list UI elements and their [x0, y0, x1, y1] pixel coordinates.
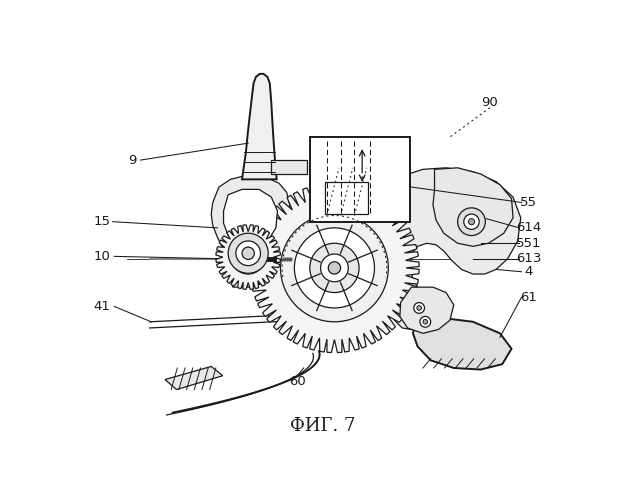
Polygon shape [433, 168, 513, 246]
Polygon shape [216, 225, 280, 290]
Circle shape [423, 320, 428, 324]
Text: 90: 90 [481, 96, 498, 109]
Circle shape [238, 246, 259, 268]
Text: 614: 614 [516, 222, 541, 234]
Circle shape [464, 214, 479, 230]
Polygon shape [400, 287, 454, 334]
Polygon shape [413, 318, 512, 370]
Circle shape [242, 247, 255, 260]
Polygon shape [272, 160, 307, 174]
Circle shape [231, 240, 265, 274]
Polygon shape [224, 190, 277, 246]
Circle shape [457, 208, 485, 236]
Circle shape [236, 241, 261, 266]
Polygon shape [211, 176, 290, 287]
Bar [325, 182, 367, 214]
Circle shape [414, 302, 425, 314]
Text: ФИГ. 7: ФИГ. 7 [290, 417, 355, 434]
Circle shape [468, 218, 474, 225]
Circle shape [243, 252, 253, 262]
Text: 61: 61 [520, 290, 537, 304]
Circle shape [328, 262, 341, 274]
Polygon shape [392, 168, 521, 330]
Circle shape [280, 214, 388, 322]
Text: 55: 55 [520, 196, 537, 209]
Text: 10: 10 [93, 250, 110, 263]
Circle shape [310, 244, 359, 292]
Text: 4: 4 [524, 265, 532, 278]
Polygon shape [165, 366, 223, 390]
Text: 551: 551 [516, 237, 541, 250]
Bar [310, 137, 410, 222]
Circle shape [321, 254, 348, 282]
Circle shape [420, 316, 431, 327]
Circle shape [228, 233, 268, 274]
Polygon shape [242, 74, 277, 180]
Text: 15: 15 [93, 215, 110, 228]
Text: 9: 9 [129, 154, 137, 166]
Circle shape [417, 306, 421, 310]
Polygon shape [249, 184, 419, 352]
Circle shape [294, 228, 374, 308]
Text: 41: 41 [93, 300, 110, 313]
Text: 613: 613 [516, 252, 541, 265]
Text: 60: 60 [289, 376, 306, 388]
